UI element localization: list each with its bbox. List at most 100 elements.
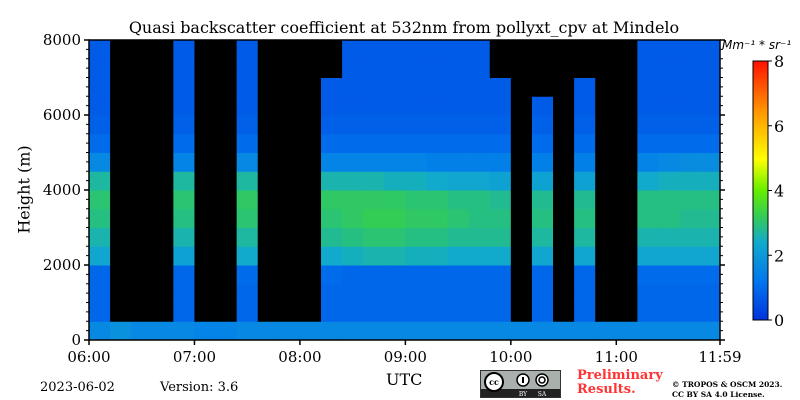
heatmap-cell bbox=[257, 265, 280, 285]
heatmap-cell bbox=[595, 321, 617, 341]
heatmap-cell bbox=[637, 40, 659, 60]
heatmap-cell bbox=[299, 302, 322, 322]
heatmap-cell bbox=[363, 40, 385, 60]
x-tick-label: 08:00 bbox=[278, 348, 321, 366]
heatmap-cell bbox=[215, 227, 238, 247]
heatmap-cell bbox=[173, 302, 195, 322]
heatmap-cell bbox=[278, 265, 301, 285]
heatmap-cell bbox=[468, 96, 491, 116]
heatmap-cell bbox=[637, 171, 659, 191]
heatmap-cell bbox=[173, 96, 195, 116]
heatmap-cell bbox=[637, 265, 659, 285]
heatmap-cell bbox=[616, 40, 638, 60]
heatmap-cell bbox=[531, 96, 554, 116]
heatmap-cell bbox=[405, 58, 427, 78]
heatmap-cell bbox=[342, 115, 364, 135]
heatmap-cell bbox=[679, 171, 702, 191]
heatmap-cell bbox=[658, 58, 681, 78]
heatmap-cell bbox=[257, 302, 280, 322]
heatmap-cell bbox=[173, 283, 195, 303]
heatmap-cell bbox=[637, 96, 659, 116]
heatmap-cell bbox=[384, 152, 406, 172]
heatmap-cell bbox=[152, 265, 174, 285]
colorbar-unit-label: Mm⁻¹ * sr⁻¹ bbox=[722, 38, 792, 52]
heatmap-cell bbox=[553, 190, 575, 210]
heatmap-cell bbox=[616, 208, 638, 228]
heatmap-cell bbox=[342, 227, 364, 247]
heatmap-cell bbox=[321, 208, 343, 228]
heatmap-cell bbox=[173, 246, 195, 266]
heatmap-cell bbox=[257, 208, 280, 228]
heatmap-cell bbox=[595, 227, 617, 247]
heatmap-cell bbox=[574, 208, 596, 228]
heatmap-cell bbox=[131, 96, 153, 116]
heatmap-cell bbox=[447, 302, 470, 322]
heatmap-cell bbox=[278, 58, 301, 78]
heatmap-cell bbox=[489, 208, 512, 228]
heatmap-cell bbox=[489, 152, 512, 172]
heatmap-cell bbox=[110, 152, 132, 172]
heatmap-cell bbox=[426, 58, 449, 78]
heatmap-cell bbox=[194, 152, 217, 172]
heatmap-cell bbox=[468, 321, 491, 341]
heatmap-cell bbox=[152, 115, 174, 135]
heatmap-cell bbox=[152, 227, 174, 247]
heatmap-cell bbox=[363, 190, 385, 210]
heatmap-cell bbox=[236, 302, 259, 322]
heatmap-cell bbox=[342, 152, 364, 172]
heatmap-cell bbox=[321, 96, 343, 116]
heatmap-cell bbox=[405, 96, 427, 116]
heatmap-cell bbox=[152, 190, 174, 210]
heatmap-cell bbox=[616, 171, 638, 191]
heatmap-cell bbox=[700, 133, 721, 153]
heatmap-cell bbox=[447, 152, 470, 172]
cc-by-sa-license-logo: cc BY SA bbox=[480, 370, 561, 398]
heatmap-cell bbox=[489, 115, 512, 135]
heatmap-cell bbox=[553, 40, 575, 60]
heatmap-cell bbox=[173, 115, 195, 135]
heatmap-cell bbox=[489, 190, 512, 210]
heatmap-cell bbox=[447, 246, 470, 266]
heatmap-cell bbox=[574, 190, 596, 210]
heatmap-cell bbox=[616, 321, 638, 341]
heatmap-cell bbox=[616, 283, 638, 303]
heatmap-cell bbox=[468, 265, 491, 285]
heatmap-cell bbox=[110, 171, 132, 191]
heatmap-cell bbox=[173, 190, 195, 210]
heatmap-cell bbox=[215, 40, 238, 60]
heatmap-cell bbox=[679, 40, 702, 60]
heatmap-cell bbox=[700, 302, 721, 322]
heatmap-cell bbox=[574, 321, 596, 341]
heatmap-cell bbox=[531, 283, 554, 303]
heatmap-cell bbox=[299, 190, 322, 210]
heatmap-cell bbox=[553, 227, 575, 247]
heatmap-cell bbox=[236, 321, 259, 341]
heatmap-cell bbox=[363, 58, 385, 78]
heatmap-cell bbox=[426, 190, 449, 210]
heatmap-cell bbox=[447, 190, 470, 210]
heatmap-cell bbox=[595, 302, 617, 322]
heatmap-cell bbox=[299, 96, 322, 116]
heatmap-cell bbox=[510, 321, 533, 341]
heatmap-cell bbox=[89, 208, 111, 228]
heatmap-cell bbox=[637, 208, 659, 228]
heatmap-cell bbox=[363, 321, 385, 341]
heatmap-cell bbox=[194, 171, 217, 191]
heatmap-cell bbox=[278, 40, 301, 60]
heatmap-cell bbox=[658, 321, 681, 341]
heatmap-cell bbox=[278, 152, 301, 172]
heatmap-cell bbox=[510, 96, 533, 116]
heatmap-cell bbox=[152, 208, 174, 228]
heatmap-cell bbox=[616, 227, 638, 247]
heatmap-cell bbox=[363, 152, 385, 172]
heatmap-cell bbox=[321, 152, 343, 172]
heatmap-cell bbox=[679, 321, 702, 341]
heatmap-cell bbox=[89, 283, 111, 303]
heatmap-cell bbox=[299, 77, 322, 97]
heatmap-cell bbox=[321, 171, 343, 191]
heatmap-cell bbox=[447, 208, 470, 228]
heatmap-cell bbox=[468, 40, 491, 60]
heatmap-cell bbox=[489, 40, 512, 60]
heatmap-cell bbox=[574, 58, 596, 78]
